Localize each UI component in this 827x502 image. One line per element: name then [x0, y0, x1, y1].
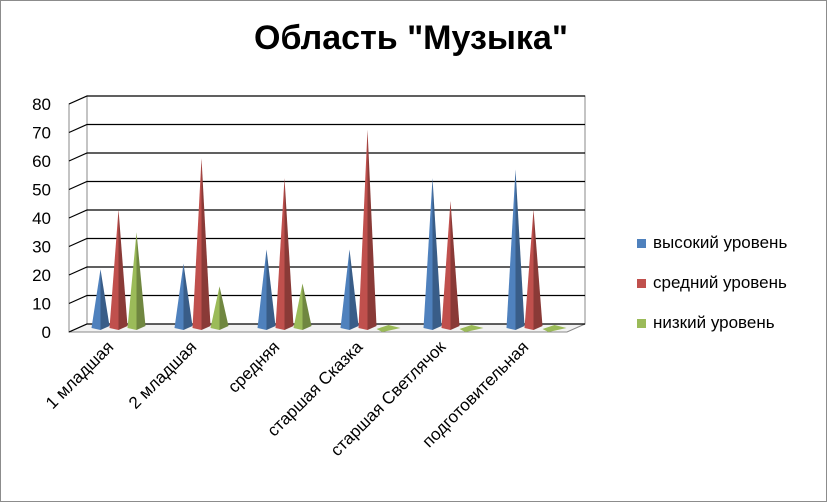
bar-1-2 [275, 178, 285, 330]
y-tick-label: 60 [32, 152, 51, 171]
bar-0-1 [174, 263, 184, 330]
bar-shade-1-4 [450, 200, 460, 330]
bar-shade-1-3 [367, 129, 377, 330]
bar-shade-0-2 [266, 249, 276, 330]
y-tick-label: 20 [32, 266, 51, 285]
legend-item: высокий уровень [637, 233, 787, 253]
bar-shade-0-4 [432, 178, 442, 330]
x-tick-label: 1 младшая [42, 337, 117, 412]
y-tick-label: 80 [32, 95, 51, 114]
legend-label: высокий уровень [653, 233, 788, 252]
plot-walls [68, 95, 586, 333]
bar-2-5 [542, 325, 567, 332]
y-tick-label: 50 [32, 181, 51, 200]
bar-0-5 [506, 169, 516, 330]
y-tick-label: 40 [32, 209, 51, 228]
legend-label: низкий уровень [653, 313, 775, 332]
bar-2-1 [210, 286, 220, 330]
y-axis: 0 10 20 30 40 50 60 70 80 [32, 95, 51, 342]
bar-2-3 [376, 325, 401, 332]
gridline [68, 323, 585, 333]
gridline [68, 294, 585, 305]
y-tick-label: 0 [42, 323, 51, 342]
bar-shade-1-5 [533, 209, 543, 330]
y-tick-label: 70 [32, 124, 51, 143]
legend-swatch [637, 238, 646, 248]
bar-shade-1-2 [284, 178, 294, 330]
y-tick-label: 30 [32, 238, 51, 257]
bar-shade-0-1 [183, 263, 193, 330]
bar-shade-2-1 [219, 286, 229, 330]
gridline [68, 123, 585, 134]
bar-2-4 [459, 325, 484, 332]
gridline [68, 95, 585, 105]
legend-item: средний уровень [637, 273, 787, 293]
bars [91, 129, 567, 332]
bar-0-2 [257, 249, 267, 330]
bar-2-0 [127, 232, 137, 330]
bar-shade-1-0 [118, 209, 128, 330]
bar-shade-0-3 [349, 249, 359, 330]
y-tick-label: 10 [32, 295, 51, 314]
gridline [68, 266, 585, 276]
bar-1-3 [358, 129, 368, 330]
bar-shade-2-0 [136, 232, 146, 330]
x-tick-label: средняя [224, 337, 283, 396]
bar-1-4 [441, 200, 451, 330]
bar-1-0 [109, 209, 119, 330]
bar-0-4 [423, 178, 433, 330]
legend-label: средний уровень [653, 273, 787, 292]
bar-2-2 [293, 283, 303, 330]
gridline [68, 237, 585, 248]
legend-swatch [637, 318, 646, 328]
bar-shade-0-5 [515, 169, 525, 330]
x-tick-label: 2 младшая [125, 337, 200, 412]
bar-shade-2-2 [302, 283, 312, 330]
gridline [68, 152, 585, 162]
chart-title: Область "Музыка" [254, 19, 568, 57]
legend: высокий уровень средний уровень низкий у… [637, 233, 787, 353]
bar-0-3 [340, 249, 350, 330]
legend-item: низкий уровень [637, 313, 787, 333]
gridlines [68, 95, 585, 333]
gridline [68, 180, 585, 191]
legend-swatch [637, 278, 646, 288]
bar-1-5 [524, 209, 534, 330]
bar-0-0 [91, 269, 101, 330]
bar-shade-0-0 [100, 269, 110, 330]
bar-shade-1-1 [201, 158, 211, 330]
bar-1-1 [192, 158, 202, 330]
gridline [68, 209, 585, 219]
